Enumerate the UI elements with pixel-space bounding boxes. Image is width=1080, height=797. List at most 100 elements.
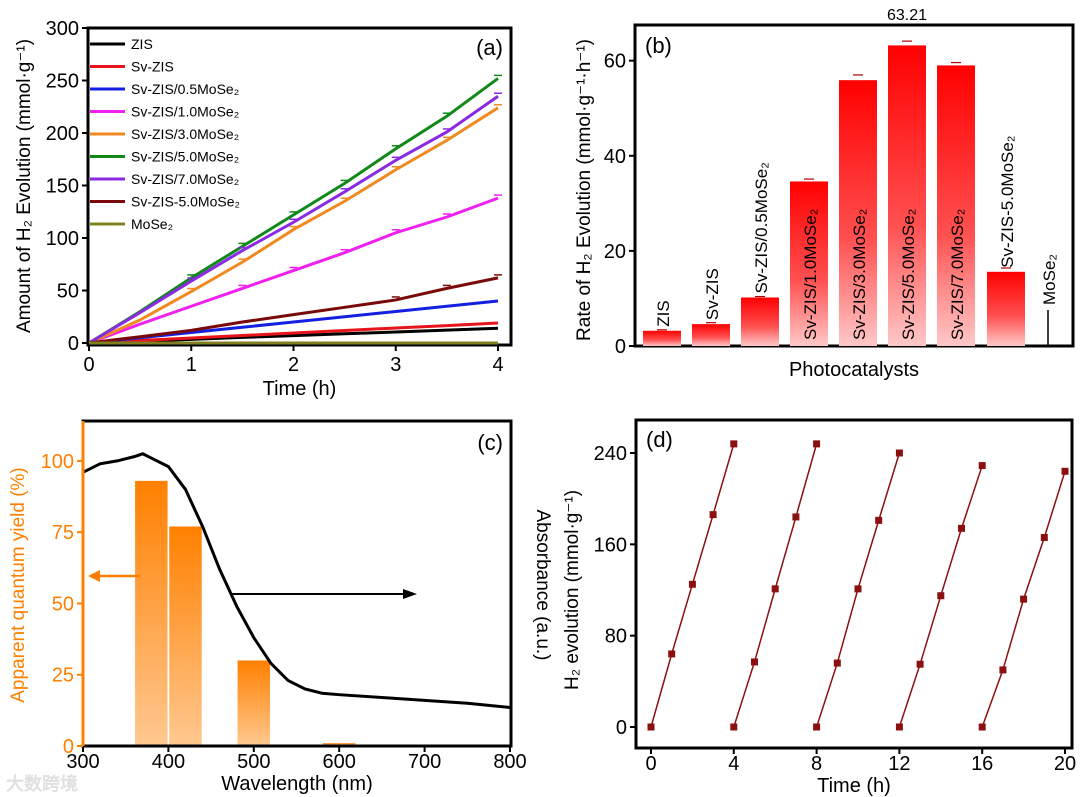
series-line bbox=[88, 95, 499, 345]
data-point bbox=[978, 462, 986, 470]
y-tick-label: 100 bbox=[41, 451, 74, 473]
panel-b: 0 20 40 60 Rate of H₂ Evolution (mmol·g⁻¹·h⁻… bbox=[574, 7, 1075, 381]
bar bbox=[790, 181, 828, 346]
x-tick-label: 300 bbox=[66, 751, 99, 773]
bar-label: ZIS bbox=[654, 300, 673, 326]
y-tick-label: 200 bbox=[46, 123, 79, 145]
y-tick-label: 240 bbox=[594, 443, 627, 465]
y-tick-label: 20 bbox=[604, 241, 626, 263]
bar bbox=[839, 80, 877, 347]
x-tick-label: 0 bbox=[645, 753, 656, 775]
y-axis-label: H₂ evolution (mmol·g⁻¹) bbox=[562, 490, 583, 690]
arrowhead-icon bbox=[88, 570, 100, 582]
panel-label: (a) bbox=[476, 35, 503, 60]
legend-label: ZIS bbox=[131, 36, 153, 52]
data-label: 63.21 bbox=[887, 7, 927, 24]
data-point bbox=[1061, 467, 1069, 475]
bar-label: Sv-ZIS/5.0MoSe₂ bbox=[899, 209, 918, 340]
series-line bbox=[88, 321, 499, 345]
data-point bbox=[813, 440, 821, 448]
bar-label: Sv-ZIS/1.0MoSe₂ bbox=[801, 209, 820, 340]
data-point bbox=[875, 516, 883, 524]
x-axis-label: Time (h) bbox=[263, 378, 337, 400]
bar bbox=[987, 271, 1025, 346]
y-axis-label-right: Absorbance (a.u.) bbox=[532, 509, 553, 660]
x-tick-label: 400 bbox=[152, 751, 185, 773]
data-point bbox=[730, 440, 738, 448]
data-point bbox=[730, 723, 738, 731]
series-line bbox=[88, 276, 499, 345]
x-tick-label: 600 bbox=[323, 751, 356, 773]
legend-label: Sv-ZIS/1.0MoSe₂ bbox=[131, 104, 239, 120]
legend-label: MoSe₂ bbox=[131, 216, 173, 232]
data-point bbox=[895, 449, 903, 457]
x-tick-label: 0 bbox=[83, 354, 94, 376]
x-tick-label: 3 bbox=[390, 354, 401, 376]
bar-label: MoSe₂ bbox=[1040, 254, 1059, 305]
x-axis-label: Photocatalysts bbox=[789, 359, 919, 381]
y-tick-label: 0 bbox=[63, 736, 74, 758]
panel-d: 0 4 8 12 16 20 Time (h) 0 80 160 240 H₂ evolution (… bbox=[562, 418, 1076, 797]
bar bbox=[692, 324, 730, 346]
bar bbox=[741, 297, 779, 346]
data-point bbox=[916, 660, 924, 668]
bar bbox=[643, 330, 681, 346]
y-tick-label: 100 bbox=[46, 228, 79, 250]
arrowhead-icon bbox=[403, 589, 417, 599]
data-point bbox=[771, 585, 779, 593]
data-point bbox=[895, 723, 903, 731]
panel-label: (d) bbox=[646, 427, 673, 452]
bar-label: Sv-ZIS/3.0MoSe₂ bbox=[850, 209, 869, 340]
legend-label: Sv-ZIS-5.0MoSe₂ bbox=[131, 194, 240, 210]
x-tick-label: 16 bbox=[971, 753, 993, 775]
data-point bbox=[813, 723, 821, 731]
data-point bbox=[647, 723, 655, 731]
data-point bbox=[1040, 533, 1048, 541]
bar-label: Sv-ZIS/0.5MoSe₂ bbox=[752, 162, 771, 293]
y-axis-label: Apparent quantum yield (%) bbox=[8, 467, 29, 703]
x-tick-label: 800 bbox=[493, 751, 526, 773]
data-point bbox=[688, 580, 696, 588]
y-tick-label: 250 bbox=[46, 71, 79, 93]
x-axis-label: Wavelength (nm) bbox=[221, 773, 373, 795]
bar-label: Sv-ZIS bbox=[703, 268, 722, 320]
plot-frame bbox=[634, 418, 1074, 750]
y-tick-label: 160 bbox=[594, 534, 627, 556]
x-tick-label: 1 bbox=[186, 354, 197, 376]
y-tick-label: 25 bbox=[52, 665, 74, 687]
bar-label: Sv-ZIS/7.0MoSe₂ bbox=[948, 209, 967, 340]
data-point bbox=[999, 666, 1007, 674]
x-tick-label: 12 bbox=[888, 753, 910, 775]
x-axis-label: Time (h) bbox=[817, 775, 891, 797]
y-tick-label: 80 bbox=[605, 626, 627, 648]
panel-label: (c) bbox=[477, 430, 503, 455]
series-line bbox=[88, 196, 499, 345]
data-point bbox=[668, 650, 676, 658]
data-point bbox=[937, 592, 945, 600]
panel-label: (b) bbox=[645, 33, 672, 58]
x-tick-label: 4 bbox=[728, 753, 739, 775]
y-tick-label: 60 bbox=[604, 51, 626, 73]
watermark: 大数跨境 bbox=[6, 774, 78, 795]
y-tick-label: 0 bbox=[615, 336, 626, 358]
panel-c: 300 400 500 600 700 800 Wavelength (nm) 0 25 50 75… bbox=[8, 419, 553, 795]
legend-label: Sv-ZIS bbox=[131, 59, 174, 75]
x-tick-label: 700 bbox=[408, 751, 441, 773]
bar-label: Sv-ZIS-5.0MoSe₂ bbox=[998, 136, 1017, 268]
absorbance-line bbox=[82, 452, 511, 710]
data-point bbox=[751, 658, 758, 666]
y-tick-label: 150 bbox=[46, 176, 79, 198]
y-tick-label: 0 bbox=[616, 717, 627, 739]
data-point bbox=[958, 524, 965, 532]
x-tick-label: 8 bbox=[811, 753, 822, 775]
legend-label: Sv-ZIS/0.5MoSe₂ bbox=[131, 81, 239, 97]
data-point bbox=[1020, 595, 1028, 603]
series-line bbox=[88, 106, 499, 345]
legend-label: Sv-ZIS/5.0MoSe₂ bbox=[131, 149, 239, 165]
data-point bbox=[792, 513, 800, 521]
y-tick-label: 50 bbox=[52, 593, 74, 615]
data-point bbox=[854, 585, 862, 593]
x-tick-label: 4 bbox=[492, 354, 503, 376]
data-point bbox=[978, 723, 986, 731]
